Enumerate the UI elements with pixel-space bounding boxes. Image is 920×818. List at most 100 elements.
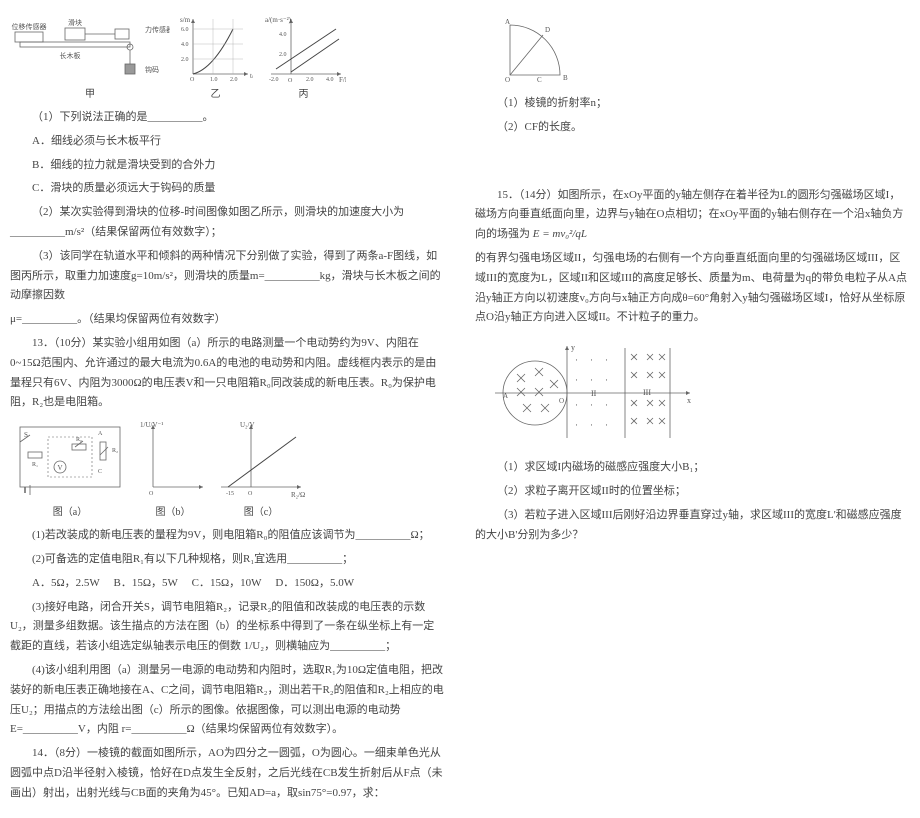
- graph2-svg: F/N a/(m·s⁻²) -2.0 O 2.0 4.0 2.0 4.0: [261, 14, 346, 84]
- svg-text:·: ·: [575, 355, 578, 365]
- svg-text:·: ·: [575, 420, 578, 430]
- svg-text:O: O: [559, 397, 564, 405]
- q15-2: （2）求粒子离开区域II时的位置坐标；: [475, 482, 910, 502]
- svg-text:O: O: [190, 77, 195, 83]
- svg-text:R₂/Ω: R₂/Ω: [291, 491, 305, 499]
- fig-graph2-caption: 丙: [261, 86, 346, 104]
- fig-graphc-caption: 图（c）: [216, 504, 306, 522]
- svg-text:·: ·: [605, 420, 608, 430]
- svg-text:2.0: 2.0: [306, 77, 314, 83]
- fig-graph-2: F/N a/(m·s⁻²) -2.0 O 2.0 4.0 2.0 4.0 丙: [261, 14, 346, 104]
- graphb-svg: 1/U/V⁻¹ O: [138, 417, 208, 502]
- q15-1: （1）求区域I内磁场的磁感应强度大小B₁；: [475, 458, 910, 478]
- q15-body: 的有界匀强电场区域II，匀强电场的右侧有一个方向垂直纸面向里的匀强磁场区域III…: [475, 249, 910, 328]
- q13-opts: A．5Ω，2.5W B．15Ω，5W C．15Ω，10W D．150Ω，5.0W: [10, 574, 445, 594]
- fig-graph-1: t/s s/m O 1.0 2.0 2.0 4.0 6.0 乙: [178, 14, 253, 104]
- q15-stem: 15．（14分）如图所示，在xOy平面的y轴左侧存在着半径为L的圆形匀强磁场区域…: [475, 186, 910, 245]
- svg-text:6.0: 6.0: [181, 27, 189, 33]
- svg-text:II: II: [591, 389, 597, 398]
- q13-stem: 13．（10分）某实验小组用如图（a）所示的电路测量一个电动势约为9V、内阻在0…: [10, 334, 445, 413]
- q1-a: A．细线必须与长木板平行: [10, 132, 445, 152]
- q13-optC: C．15Ω，10W: [192, 577, 262, 589]
- svg-text:-15: -15: [226, 491, 234, 497]
- svg-text:力传感器: 力传感器: [145, 25, 170, 34]
- svg-text:A: A: [503, 392, 508, 400]
- q3b: μ=__________。（结果均保留两位有效数字）: [10, 310, 445, 330]
- svg-text:A: A: [505, 18, 510, 26]
- svg-text:·: ·: [590, 420, 593, 430]
- q13-2: (2)可备选的定值电阻R₁有以下几种规格，则R₁宜选用__________；: [10, 550, 445, 570]
- svg-text:2.0: 2.0: [230, 77, 238, 83]
- q1-stem: （1）下列说法正确的是__________。: [10, 108, 445, 128]
- fig-circuit: V R₀ R₂ S R₁ A C 图（a）: [10, 417, 130, 522]
- fig-apparatus: 位移传感器 滑块 长木板 力传感器 钩码 甲: [10, 14, 170, 104]
- fig-prism: A O B D C: [495, 10, 910, 90]
- q3a: （3）该同学在轨道水平和倾斜的两种情况下分别做了实验，得到了两条a-F图线，如图…: [10, 247, 445, 306]
- svg-text:B: B: [563, 74, 568, 82]
- fig-field: y x O A ··· ··· ··· ··· II III: [495, 338, 910, 448]
- q13-4: (4)该小组利用图（a）测量另一电源的电动势和内阻时，选取R₁为10Ω定值电阻，…: [10, 661, 445, 740]
- q15-formula: E = mv₀²/qL: [533, 228, 587, 240]
- fig-graphb-caption: 图（b）: [138, 504, 208, 522]
- svg-text:a/(m·s⁻²): a/(m·s⁻²): [265, 16, 292, 24]
- svg-text:位移传感器: 位移传感器: [12, 22, 47, 31]
- graphc-svg: U₂/V R₂/Ω -15 O: [216, 417, 306, 502]
- q13-optB: B．15Ω，5W: [114, 577, 178, 589]
- svg-text:·: ·: [605, 355, 608, 365]
- fig-graph1-caption: 乙: [178, 86, 253, 104]
- svg-text:·: ·: [575, 400, 578, 410]
- svg-text:4.0: 4.0: [326, 77, 334, 83]
- svg-text:C: C: [537, 76, 542, 84]
- svg-text:O: O: [248, 491, 253, 497]
- q15-3: （3）若粒子进入区域III后刚好沿边界垂直穿过y轴，求区域III的宽度L'和磁感…: [475, 506, 910, 546]
- q14: 14．（8分）一棱镜的截面如图所示，AO为四分之一圆弧，O为圆心。一细束单色光从…: [10, 744, 445, 803]
- q14-1: （1）棱镜的折射率n；: [475, 94, 910, 114]
- svg-text:1/U/V⁻¹: 1/U/V⁻¹: [140, 421, 163, 429]
- svg-text:-2.0: -2.0: [269, 77, 279, 83]
- svg-text:4.0: 4.0: [181, 42, 189, 48]
- svg-text:O: O: [505, 76, 510, 84]
- fig-circuit-caption: 图（a）: [10, 504, 130, 522]
- svg-text:C: C: [98, 469, 102, 475]
- q2: （2）某次实验得到滑块的位移-时间图像如图乙所示，则滑块的加速度大小为_____…: [10, 203, 445, 243]
- svg-text:x: x: [687, 396, 691, 405]
- svg-text:·: ·: [575, 375, 578, 385]
- fig-row-top: 位移传感器 滑块 长木板 力传感器 钩码 甲 t/s s/m O 1.0 2.0…: [10, 14, 445, 104]
- svg-text:D: D: [545, 26, 550, 34]
- q13-optD: D．150Ω，5.0W: [275, 577, 354, 589]
- svg-text:长木板: 长木板: [60, 51, 81, 60]
- circuit-svg: V R₀ R₂ S R₁ A C: [10, 417, 130, 502]
- svg-text:4.0: 4.0: [279, 32, 287, 38]
- svg-text:y: y: [571, 343, 575, 352]
- prism-svg: A O B D C: [495, 10, 585, 90]
- q13-optA: A．5Ω，2.5W: [32, 577, 100, 589]
- svg-text:R₁: R₁: [32, 462, 38, 468]
- field-svg: y x O A ··· ··· ··· ··· II III: [495, 338, 695, 448]
- svg-text:III: III: [643, 388, 651, 397]
- svg-text:V: V: [57, 464, 62, 472]
- svg-text:s/m: s/m: [180, 16, 191, 24]
- q13-1: (1)若改装成的新电压表的量程为9V，则电阻箱R₀的阻值应该调节为_______…: [10, 526, 445, 546]
- fig-graph-b: 1/U/V⁻¹ O 图（b）: [138, 417, 208, 522]
- graph1-svg: t/s s/m O 1.0 2.0 2.0 4.0 6.0: [178, 14, 253, 84]
- svg-text:1.0: 1.0: [210, 77, 218, 83]
- svg-text:2.0: 2.0: [181, 57, 189, 63]
- svg-text:O: O: [288, 78, 293, 84]
- svg-text:·: ·: [590, 375, 593, 385]
- fig-row-circuit: V R₀ R₂ S R₁ A C 图（a） 1/U/V⁻¹ O 图（b）: [10, 417, 445, 522]
- svg-text:R₂: R₂: [112, 448, 118, 454]
- q14-2: （2）CF的长度。: [475, 118, 910, 138]
- fig-apparatus-caption: 甲: [10, 86, 170, 104]
- svg-text:2.0: 2.0: [279, 52, 287, 58]
- svg-text:A: A: [98, 431, 103, 437]
- svg-text:·: ·: [605, 375, 608, 385]
- svg-text:钩码: 钩码: [145, 65, 159, 74]
- q1-b: B．细线的拉力就是滑块受到的合外力: [10, 156, 445, 176]
- apparatus-svg: 位移传感器 滑块 长木板 力传感器 钩码: [10, 14, 170, 84]
- svg-text:O: O: [149, 491, 154, 497]
- svg-text:·: ·: [590, 400, 593, 410]
- fig-graph-c: U₂/V R₂/Ω -15 O 图（c）: [216, 417, 306, 522]
- svg-text:·: ·: [590, 355, 593, 365]
- svg-text:滑块: 滑块: [68, 18, 82, 27]
- q13-3: (3)接好电路，闭合开关S，调节电阻箱R₂，记录R₂的阻值和改装成的电压表的示数…: [10, 598, 445, 657]
